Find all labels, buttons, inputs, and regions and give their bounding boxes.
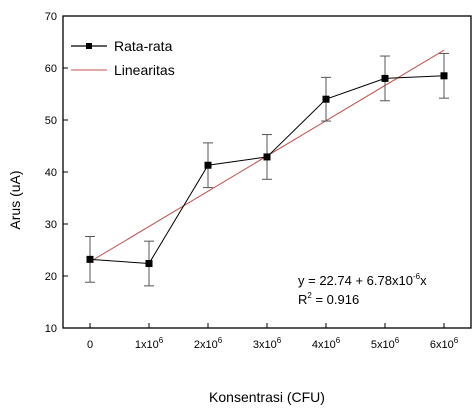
y-tick-label: 50	[45, 115, 57, 127]
y-tick-label: 30	[45, 219, 57, 231]
y-tick-label: 10	[45, 323, 57, 335]
x-tick-label: 4x106	[312, 336, 341, 351]
regression-equation: y = 22.74 + 6.78x10-6x	[298, 272, 427, 288]
data-point	[322, 95, 330, 103]
data-point	[381, 74, 389, 82]
y-tick-label: 70	[45, 11, 57, 23]
x-tick-label: 2x106	[194, 336, 223, 351]
y-tick-label: 40	[45, 167, 57, 179]
x-tick-label: 0	[87, 339, 93, 351]
legend-rata-rata-label: Rata-rata	[114, 38, 173, 54]
data-point	[145, 260, 153, 268]
x-axis-label: Konsentrasi (CFU)	[209, 389, 325, 405]
y-axis-ticks: 10 20 30 40 50 60 70	[45, 11, 68, 335]
legend-rata-rata-marker	[86, 43, 92, 49]
data-point	[86, 255, 94, 263]
x-tick-label: 6x106	[430, 336, 459, 351]
x-tick-label: 1x106	[135, 336, 164, 351]
legend: Rata-rata Linearitas	[71, 38, 175, 78]
data-point	[204, 161, 212, 169]
y-tick-label: 60	[45, 63, 57, 75]
data-point	[263, 153, 271, 161]
x-tick-label: 5x106	[371, 336, 400, 351]
legend-linearitas-label: Linearitas	[114, 62, 175, 78]
data-point	[440, 72, 448, 80]
error-bars	[85, 52, 449, 287]
x-tick-label: 3x106	[253, 336, 282, 351]
x-axis-ticks: 0 1x106 2x106 3x106 4x106 5x106 6x106	[87, 323, 459, 351]
y-tick-label: 20	[45, 271, 57, 283]
y-axis-label: Arus (uA)	[7, 170, 23, 229]
r-squared: R2 = 0.916	[298, 291, 359, 307]
data-points	[86, 72, 448, 268]
